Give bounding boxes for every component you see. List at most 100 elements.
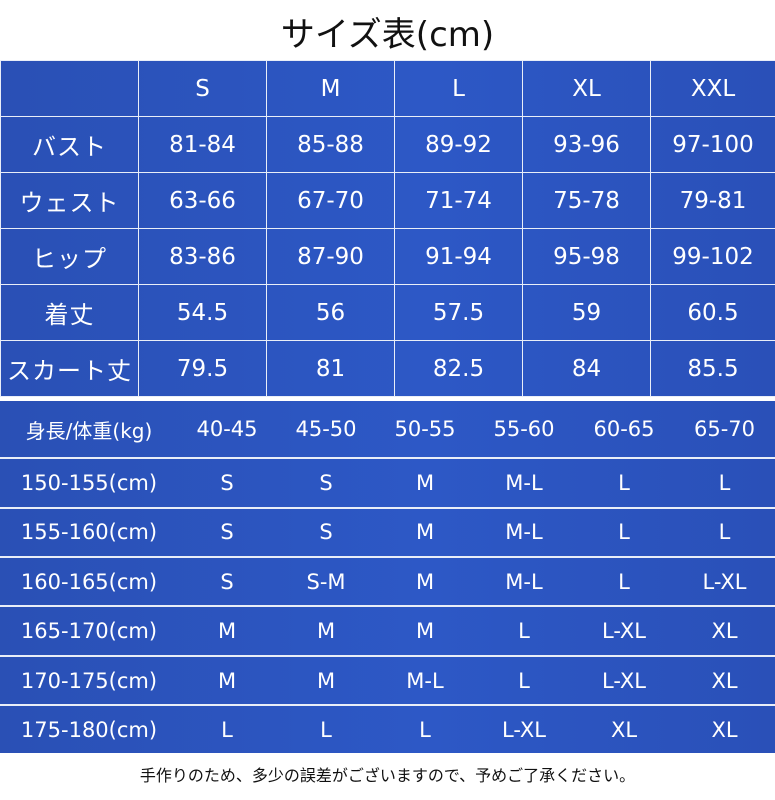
table-cell: M	[276, 605, 376, 656]
table-cell: 99-102	[650, 228, 775, 285]
table-cell: M	[376, 605, 474, 656]
row-label: スカート丈	[0, 340, 139, 397]
size-header-cell: S	[138, 60, 267, 117]
table-cell: L	[674, 506, 775, 558]
weight-header-cell: 55-60	[493, 417, 555, 442]
table-cell: 75-78	[522, 172, 651, 229]
table-cell: 84	[522, 340, 651, 397]
table-cell: L	[376, 704, 474, 753]
table-cell: L	[276, 704, 376, 753]
height-label: 175-180(cm)	[0, 704, 178, 753]
weight-header-cell: 65-70	[693, 417, 756, 442]
table-cell: S-M	[276, 556, 376, 607]
table-cell: XL	[674, 605, 775, 656]
weight-header-cell: 60-65	[593, 417, 655, 442]
table-cell: M	[376, 556, 474, 607]
table-cell: L	[474, 654, 574, 706]
table-cell: 97-100	[650, 116, 775, 173]
table-cell: 95-98	[522, 228, 651, 285]
table-cell: L-XL	[574, 605, 674, 656]
table-cell: 87-90	[266, 228, 395, 285]
table-cell: S	[178, 556, 276, 607]
height-label: 155-160(cm)	[0, 506, 178, 558]
table-cell: S	[276, 457, 376, 508]
weight-header-cell: 50-55	[394, 417, 456, 442]
table-row: ヒップ 83-86 87-90 91-94 95-98 99-102	[0, 228, 775, 285]
table-cell: M-L	[376, 654, 474, 706]
height-label: 170-175(cm)	[0, 654, 178, 706]
table-cell: M	[276, 654, 376, 706]
table-cell: 79.5	[138, 340, 267, 397]
size-header-cell: M	[266, 60, 395, 117]
table-cell: M	[178, 605, 276, 656]
table-row: 165-170(cm) M M M L L-XL XL	[0, 605, 775, 656]
row-label: ウェスト	[0, 172, 139, 229]
table-cell: XL	[574, 704, 674, 753]
table-cell: 67-70	[266, 172, 395, 229]
size-header-cell: XL	[522, 60, 651, 117]
table-row: 155-160(cm) S S M M-L L L	[0, 506, 775, 558]
table-cell: 89-92	[394, 116, 523, 173]
table-row: 175-180(cm) L L L L-XL XL XL	[0, 704, 775, 753]
table-cell: M	[178, 654, 276, 706]
height-label: 165-170(cm)	[0, 605, 178, 656]
table-cell: 83-86	[138, 228, 267, 285]
height-label: 150-155(cm)	[0, 457, 178, 508]
table-cell: M-L	[474, 457, 574, 508]
table-cell: 57.5	[394, 284, 523, 341]
height-weight-table: 身長/体重(kg) 40-45 45-50 50-55 55-60 60-65 …	[0, 401, 775, 753]
table-cell: L	[574, 506, 674, 558]
table-cell: M	[376, 506, 474, 558]
table-row: 170-175(cm) M M M-L L L-XL XL	[0, 654, 775, 706]
size-table: S M L XL XXL バスト 81-84 85-88 89-92 93-96…	[0, 60, 775, 397]
table-cell: 63-66	[138, 172, 267, 229]
table-cell: L	[574, 457, 674, 508]
table-cell: 71-74	[394, 172, 523, 229]
table-cell: 56	[266, 284, 395, 341]
table-cell: 60.5	[650, 284, 775, 341]
table-cell: L	[178, 704, 276, 753]
table-cell: 81-84	[138, 116, 267, 173]
table-cell: L-XL	[574, 654, 674, 706]
page-title: サイズ表(cm)	[280, 15, 495, 55]
table-row: 150-155(cm) S S M M-L L L	[0, 457, 775, 508]
table-cell: M-L	[474, 556, 574, 607]
guide-header-row: 身長/体重(kg) 40-45 45-50 50-55 55-60 60-65 …	[0, 401, 775, 458]
disclaimer-note: 手作りのため、多少の誤差がございますので、予めご了承ください。	[139, 766, 636, 785]
table-cell: S	[276, 506, 376, 558]
table-row: バスト 81-84 85-88 89-92 93-96 97-100	[0, 116, 775, 173]
table-row: スカート丈 79.5 81 82.5 84 85.5	[0, 340, 775, 397]
table-cell: S	[178, 457, 276, 508]
size-header-row: S M L XL XXL	[0, 60, 775, 117]
height-label: 160-165(cm)	[0, 556, 178, 607]
weight-header-cell: 40-45	[196, 417, 258, 442]
table-cell: M	[376, 457, 474, 508]
table-cell: 54.5	[138, 284, 267, 341]
table-cell: L	[574, 556, 674, 607]
table-cell: 85.5	[650, 340, 775, 397]
table-row: 着丈 54.5 56 57.5 59 60.5	[0, 284, 775, 341]
table-cell: L-XL	[674, 556, 775, 607]
corner-label: 身長/体重(kg)	[25, 418, 153, 443]
table-cell: 79-81	[650, 172, 775, 229]
table-cell: 85-88	[266, 116, 395, 173]
table-cell: 81	[266, 340, 395, 397]
table-cell: L-XL	[474, 704, 574, 753]
row-label: バスト	[0, 116, 139, 173]
table-cell: XL	[674, 704, 775, 753]
row-label: 着丈	[0, 284, 139, 341]
table-cell: 82.5	[394, 340, 523, 397]
size-header-cell	[0, 60, 139, 117]
table-cell: XL	[674, 654, 775, 706]
table-cell: L	[674, 457, 775, 508]
table-cell: 91-94	[394, 228, 523, 285]
weight-header-cell: 45-50	[295, 417, 357, 442]
table-row: ウェスト 63-66 67-70 71-74 75-78 79-81	[0, 172, 775, 229]
size-header-cell: L	[394, 60, 523, 117]
table-cell: S	[178, 506, 276, 558]
table-cell: 93-96	[522, 116, 651, 173]
row-label: ヒップ	[0, 228, 139, 285]
size-header-cell: XXL	[650, 60, 775, 117]
table-cell: M-L	[474, 506, 574, 558]
table-cell: L	[474, 605, 574, 656]
